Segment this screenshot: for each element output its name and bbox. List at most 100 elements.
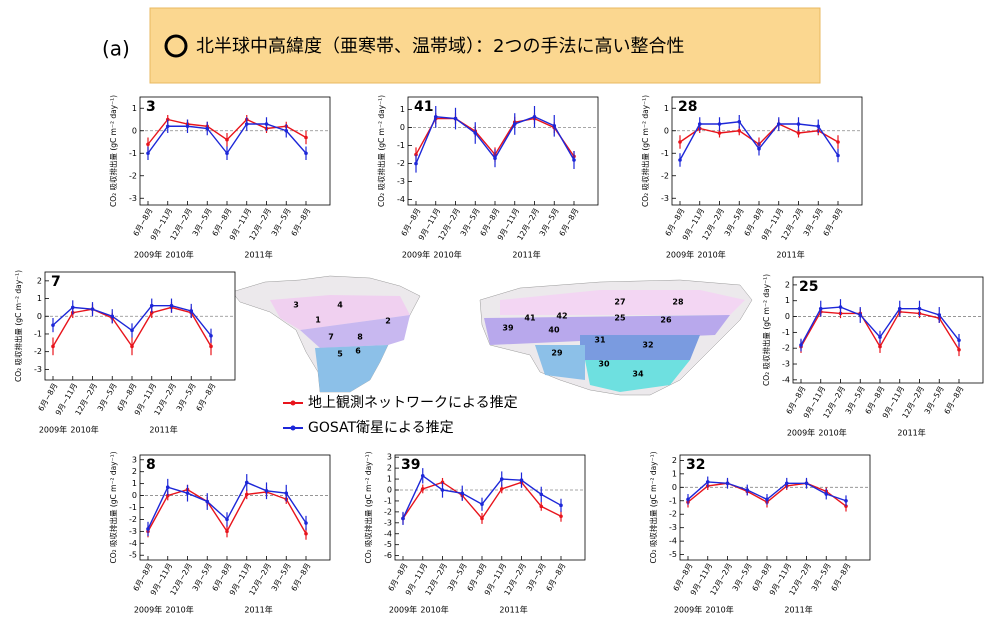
y-tick-label: -1 (384, 496, 392, 505)
y-tick-label: -2 (384, 507, 392, 516)
point (225, 151, 229, 156)
point (304, 531, 308, 536)
point (532, 115, 537, 119)
y-tick-label: -5 (669, 550, 677, 559)
point (460, 491, 465, 496)
point (776, 122, 781, 126)
point (957, 347, 961, 352)
point (209, 333, 213, 338)
y-tick-label: 3 (132, 455, 137, 464)
x-group-label: 2009年 (39, 425, 67, 435)
point (499, 487, 504, 491)
point (493, 156, 497, 160)
point (130, 328, 134, 333)
map-region-label: 32 (642, 341, 653, 350)
map-region-label: 40 (548, 326, 560, 335)
point (539, 492, 544, 497)
map-region-label: 3 (293, 301, 299, 310)
legend-label: 地上観測ネットワークによる推定 (308, 394, 518, 411)
y-tick-label: -3 (661, 194, 669, 203)
chart: -6 -5 -4 -3 -2 -10 1 2 3 39 CO₂ 吸収排出量 (gC m⁻² day⁻… (363, 451, 586, 615)
y-axis-label: CO₂ 吸収排出量 (gC m⁻² day⁻¹) (363, 451, 373, 563)
map-region (300, 315, 410, 348)
y-tick-label: 2 (132, 467, 137, 476)
map-region (484, 315, 730, 345)
point (225, 137, 229, 142)
legend-marker (290, 425, 296, 431)
point (189, 309, 194, 313)
point (796, 131, 801, 135)
point (559, 514, 563, 519)
point (519, 478, 524, 482)
chart-title: 39 (401, 457, 420, 473)
point (678, 140, 682, 144)
y-tick-label: -4 (669, 537, 677, 546)
chart-title: 41 (414, 99, 433, 115)
x-tick-label: 6月−8月 (194, 382, 217, 413)
point (244, 122, 249, 126)
point (957, 338, 961, 343)
plot-area (792, 276, 984, 384)
point (205, 126, 210, 131)
point (433, 115, 438, 119)
x-group-label: 2010年 (705, 605, 733, 615)
point (440, 488, 445, 492)
x-tick-label: 6月−8月 (821, 207, 844, 238)
point (480, 502, 484, 507)
y-tick-label: -3 (669, 523, 677, 532)
plot-area (679, 454, 871, 561)
map-region (580, 335, 700, 360)
y-tick-label: 1 (132, 104, 137, 113)
x-group-label: 2011年 (149, 425, 177, 435)
map-region (315, 345, 388, 392)
y-tick-label: 1 (664, 104, 669, 113)
y-tick-label: 2 (37, 276, 42, 285)
x-group-label: 2009年 (134, 605, 162, 615)
y-tick-label: -3 (397, 177, 405, 186)
map-region-label: 2 (385, 317, 391, 326)
map-region (535, 345, 585, 380)
chart-title: 7 (51, 274, 61, 290)
point (304, 521, 308, 525)
y-tick-label: -2 (782, 344, 790, 353)
point (165, 485, 170, 490)
y-tick-label: 0 (132, 126, 137, 135)
point (757, 146, 761, 151)
point (90, 307, 95, 311)
x-group-label: 2011年 (776, 250, 804, 260)
chart-title: 3 (146, 99, 156, 115)
y-tick-label: 0 (664, 126, 669, 135)
x-tick-label: 6月−8月 (829, 562, 852, 593)
point (844, 504, 848, 508)
x-group-label: 2010年 (165, 250, 193, 260)
point (244, 492, 249, 497)
point (745, 488, 750, 492)
point (284, 128, 289, 133)
point (205, 499, 210, 504)
y-tick-label: -1 (34, 329, 42, 338)
chart-title: 32 (686, 457, 705, 473)
x-tick-label: 6月−8月 (289, 562, 312, 593)
point (737, 119, 742, 124)
plot-area (671, 96, 863, 206)
point (110, 314, 115, 319)
point (816, 124, 821, 129)
point (784, 481, 789, 486)
y-tick-label: 3 (387, 453, 392, 462)
x-group-label: 2010年 (433, 250, 461, 260)
point (559, 503, 563, 508)
point (473, 131, 478, 135)
map-region-label: 7 (328, 333, 334, 342)
x-tick-label: 6月−8月 (544, 562, 567, 593)
chart: -5 -4 -3 -2 -1 0 1 2 32 CO₂ 吸収排出量 (gC m⁻² day⁻¹) 6… (648, 451, 871, 615)
x-group-label: 2010年 (818, 428, 846, 438)
y-tick-label: -1 (397, 141, 405, 150)
x-tick-label: 6月−8月 (942, 385, 965, 416)
y-axis-label: CO₂ 吸収排出量 (gC m⁻² day⁻¹) (376, 95, 386, 207)
point (917, 306, 922, 311)
point (897, 306, 902, 311)
y-tick-label: -1 (669, 496, 677, 505)
map-region (270, 295, 410, 330)
banner-circle (164, 34, 188, 58)
